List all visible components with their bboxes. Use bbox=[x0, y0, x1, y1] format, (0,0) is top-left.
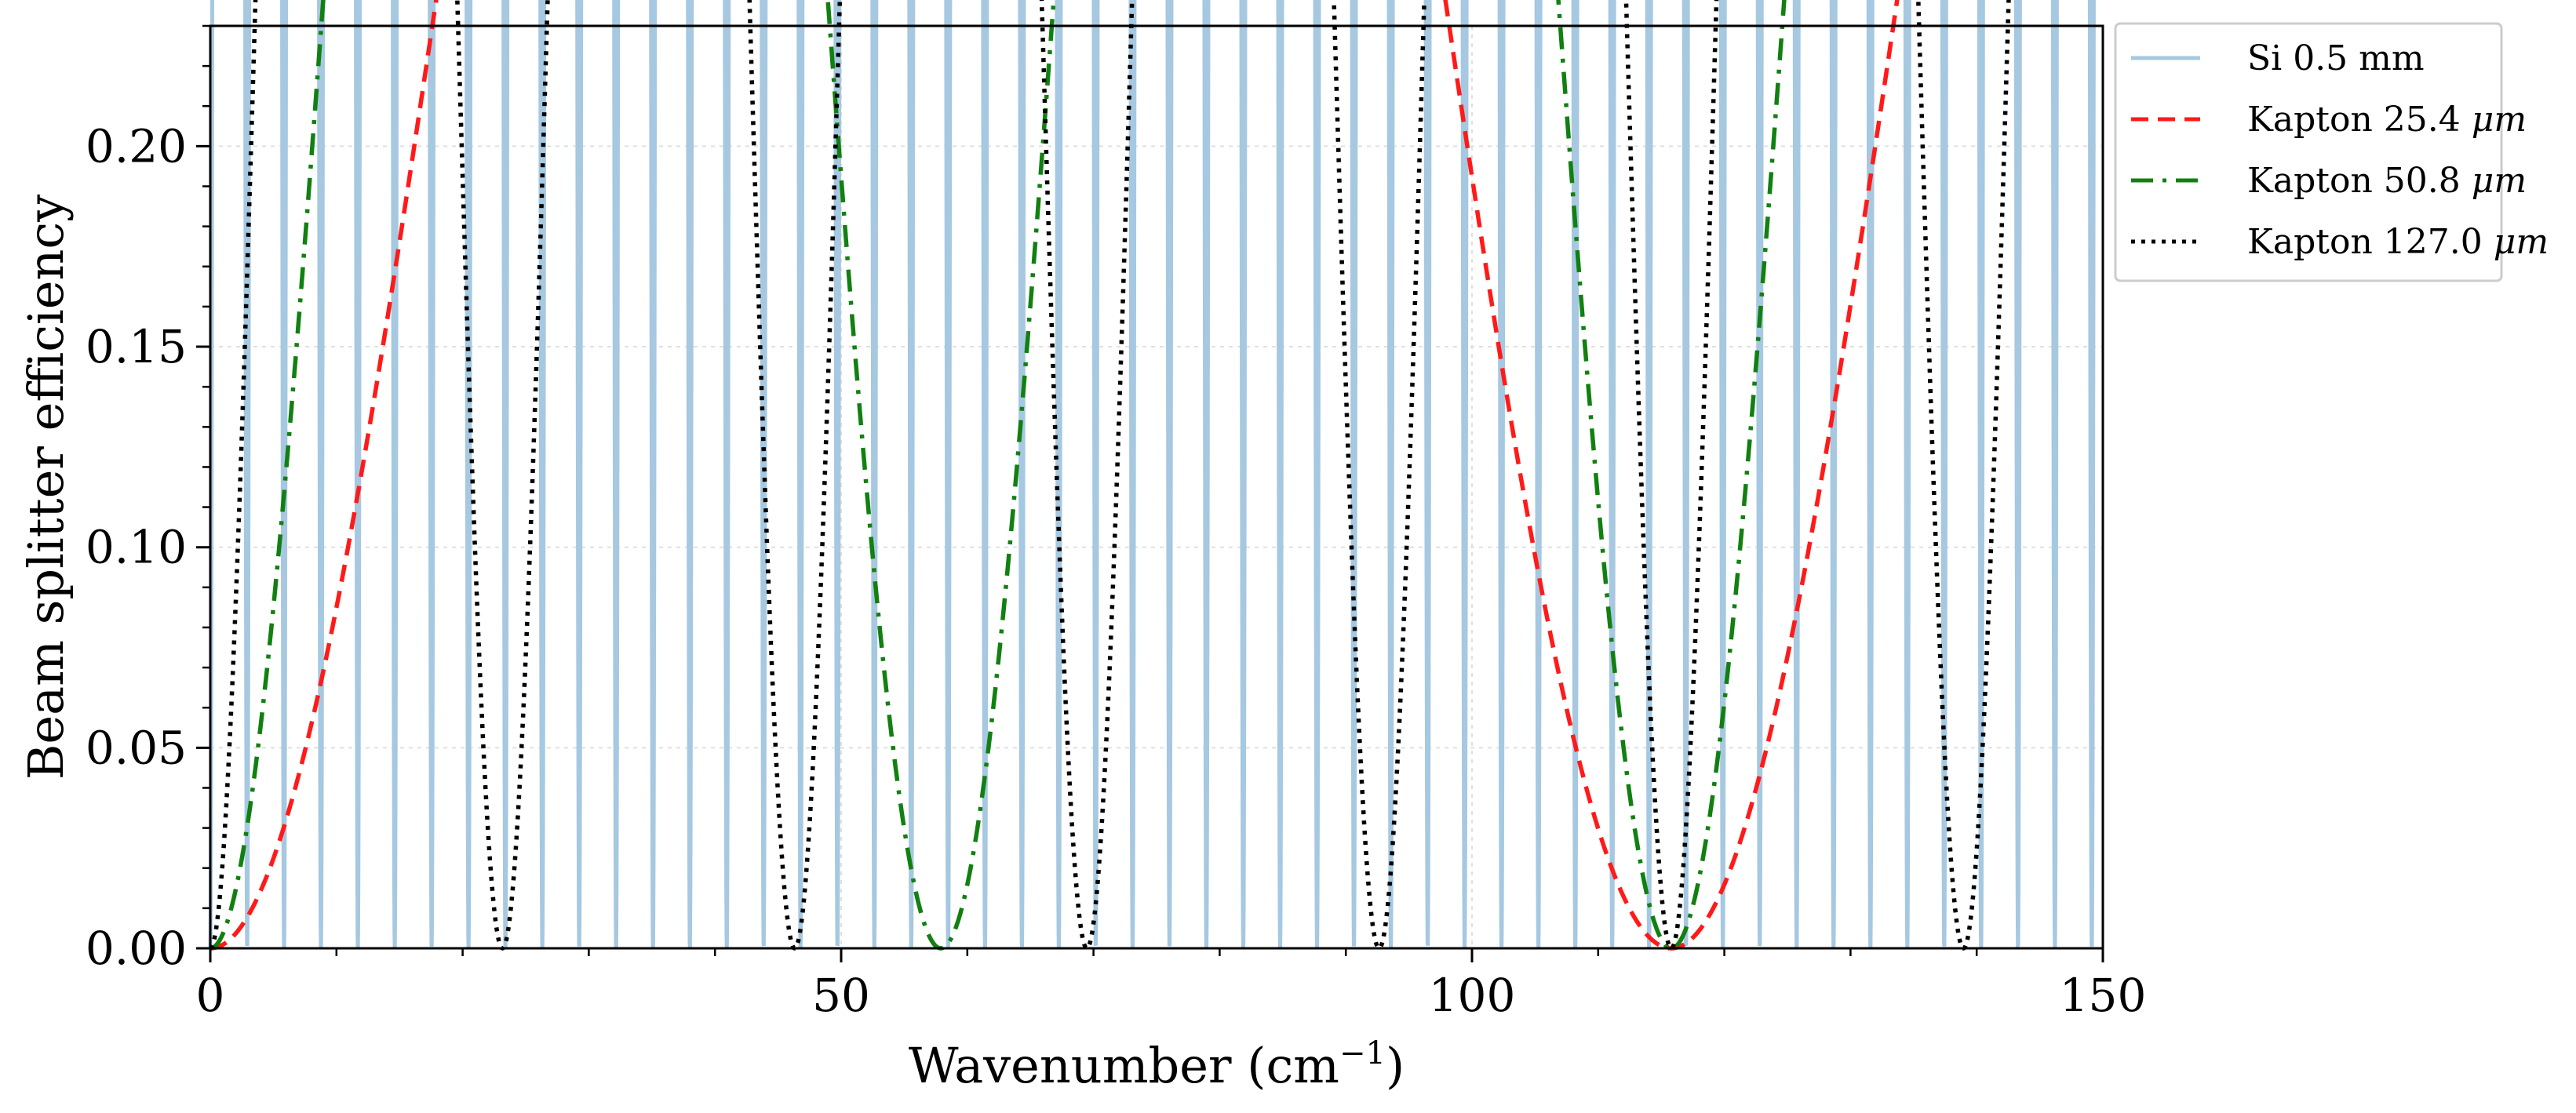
grid bbox=[210, 26, 2104, 949]
legend-label: Kapton 127.0 μm bbox=[2247, 222, 2549, 262]
legend-frame bbox=[2114, 22, 2503, 282]
legend-label: Kapton 50.8 μm bbox=[2247, 161, 2527, 201]
plot-frame bbox=[209, 24, 2104, 950]
x-tick-label: 150 bbox=[2060, 969, 2147, 1022]
legend: Si 0.5 mm Kapton 25.4 μm Kapton 50.8 μm Kap… bbox=[2114, 22, 2549, 282]
legend-label: Kapton 25.4 μm bbox=[2247, 100, 2527, 140]
x-tick-label: 0 bbox=[196, 969, 225, 1022]
y-axis-label: Beam splitter efficiency bbox=[17, 195, 75, 780]
x-tick-label: 50 bbox=[812, 969, 870, 1022]
y-tick-label: 0.20 bbox=[86, 119, 187, 173]
y-tick-label: 0.15 bbox=[86, 320, 187, 373]
series-line-kapton-50-8-m bbox=[210, 0, 1787, 951]
legend-label: Si 0.5 mm bbox=[2247, 38, 2425, 78]
x-axis-label: Wavenumber (cm−1) bbox=[909, 1035, 1405, 1094]
y-tick-label: 0.10 bbox=[86, 521, 187, 574]
plot-area bbox=[208, 0, 2096, 951]
series-line-si-0-5-mm bbox=[208, 0, 2096, 951]
series-line-kapton-25-4-m bbox=[210, 0, 1900, 951]
axis-ticks: 0 50 100 150 0.00 0.05 0.10 0.15 0.20 bbox=[86, 24, 2147, 1022]
y-tick-label: 0.00 bbox=[86, 922, 187, 975]
x-tick-label: 100 bbox=[1429, 969, 1516, 1022]
y-tick-label: 0.05 bbox=[86, 721, 187, 774]
series-line-kapton-127-0-m bbox=[210, 0, 2011, 951]
